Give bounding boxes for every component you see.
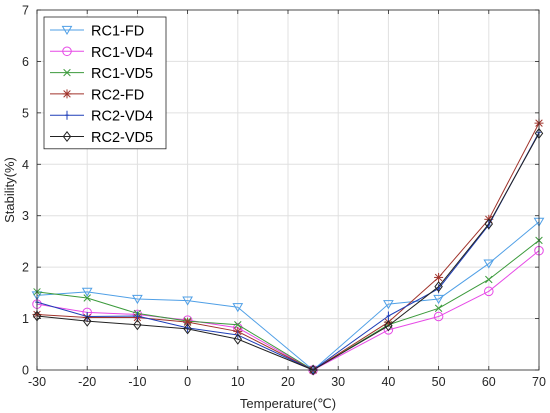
data-point <box>434 304 443 313</box>
x-tick-label: -30 <box>28 375 46 389</box>
y-tick-label: 3 <box>22 209 29 223</box>
data-point-stroke <box>83 294 91 302</box>
y-tick-label: 5 <box>22 106 29 120</box>
data-point-stroke <box>485 275 493 284</box>
data-point <box>434 281 443 293</box>
data-point <box>135 311 140 321</box>
data-point <box>384 320 393 332</box>
x-tick-label: -20 <box>78 375 96 389</box>
legend-entry: RC2-FD <box>50 87 144 103</box>
legend-entry: RC1-VD5 <box>50 66 153 82</box>
legend-entry: RC1-FD <box>50 24 144 40</box>
legend-entry: RC2-VD5 <box>50 130 153 146</box>
data-point <box>83 294 91 302</box>
legend-marker <box>62 46 72 57</box>
data-point <box>434 272 444 282</box>
data-point-stroke <box>434 304 443 313</box>
series-line <box>36 250 540 371</box>
data-point <box>484 286 494 297</box>
legend-box <box>43 16 167 150</box>
data-point <box>132 294 143 305</box>
data-point-stroke <box>234 321 242 329</box>
y-tick-label: 1 <box>22 312 29 326</box>
data-point <box>234 321 242 329</box>
legend-marker-stroke <box>63 68 71 77</box>
y-tick-label: 7 <box>22 4 29 18</box>
x-axis-label: Temperature(℃) <box>240 396 336 411</box>
data-point <box>483 259 495 269</box>
data-point <box>233 333 243 345</box>
y-tick-label: 4 <box>22 158 29 172</box>
legend-label: RC2-VD5 <box>91 130 153 146</box>
y-axis-label: Stability(%) <box>2 157 17 223</box>
data-point <box>485 275 493 284</box>
y-tick-label: 6 <box>22 55 29 69</box>
legend-marker <box>62 89 72 99</box>
legend-label: RC1-FD <box>91 24 144 40</box>
axis-ticks: -30 -20 -10 0 10 20 30 40 50 60 70 0 1 2 3 4 5 6 7 <box>22 4 546 390</box>
legend-label: RC1-VD5 <box>91 66 153 82</box>
data-point <box>183 323 192 335</box>
series-line <box>36 132 540 371</box>
x-tick-label: 30 <box>331 375 345 389</box>
x-tick-label: 70 <box>532 375 546 389</box>
x-tick-label: 0 <box>184 375 191 389</box>
legend-marker <box>62 130 72 143</box>
legend-marker <box>65 110 69 120</box>
data-point <box>232 303 244 313</box>
data-point <box>308 364 318 376</box>
y-tick-label: 0 <box>22 364 29 378</box>
data-point <box>182 296 193 306</box>
data-point <box>82 315 92 327</box>
legend-marker <box>63 68 71 77</box>
x-tick-label: 40 <box>381 375 395 389</box>
data-point <box>386 311 391 321</box>
series-line <box>36 240 540 371</box>
x-tick-label: 20 <box>281 375 295 389</box>
data-point <box>484 218 494 230</box>
y-tick-label: 2 <box>22 261 29 275</box>
data-point <box>433 294 444 305</box>
x-tick-label: 50 <box>432 375 446 389</box>
series-line <box>36 221 540 371</box>
legend-label: RC2-VD4 <box>91 109 153 125</box>
x-tick-label: 10 <box>231 375 245 389</box>
data-point <box>133 319 142 331</box>
legend-label: RC2-FD <box>91 87 144 103</box>
data-point <box>81 287 93 297</box>
legend-entry: RC1-VD4 <box>50 45 153 61</box>
series-line <box>36 122 540 371</box>
legend-label: RC1-VD4 <box>91 45 153 61</box>
x-tick-label: 60 <box>482 375 496 389</box>
data-point <box>433 311 444 322</box>
data-point <box>383 300 394 310</box>
legend-entry: RC2-VD4 <box>50 109 153 125</box>
series-line <box>36 133 540 371</box>
legend-marker <box>61 25 73 36</box>
legend: RC1-FD RC1-VD4 RC1-VD5 RC2-FD RC2-VD4 RC2-VD5 <box>43 16 167 150</box>
x-tick-label: -10 <box>128 375 146 389</box>
